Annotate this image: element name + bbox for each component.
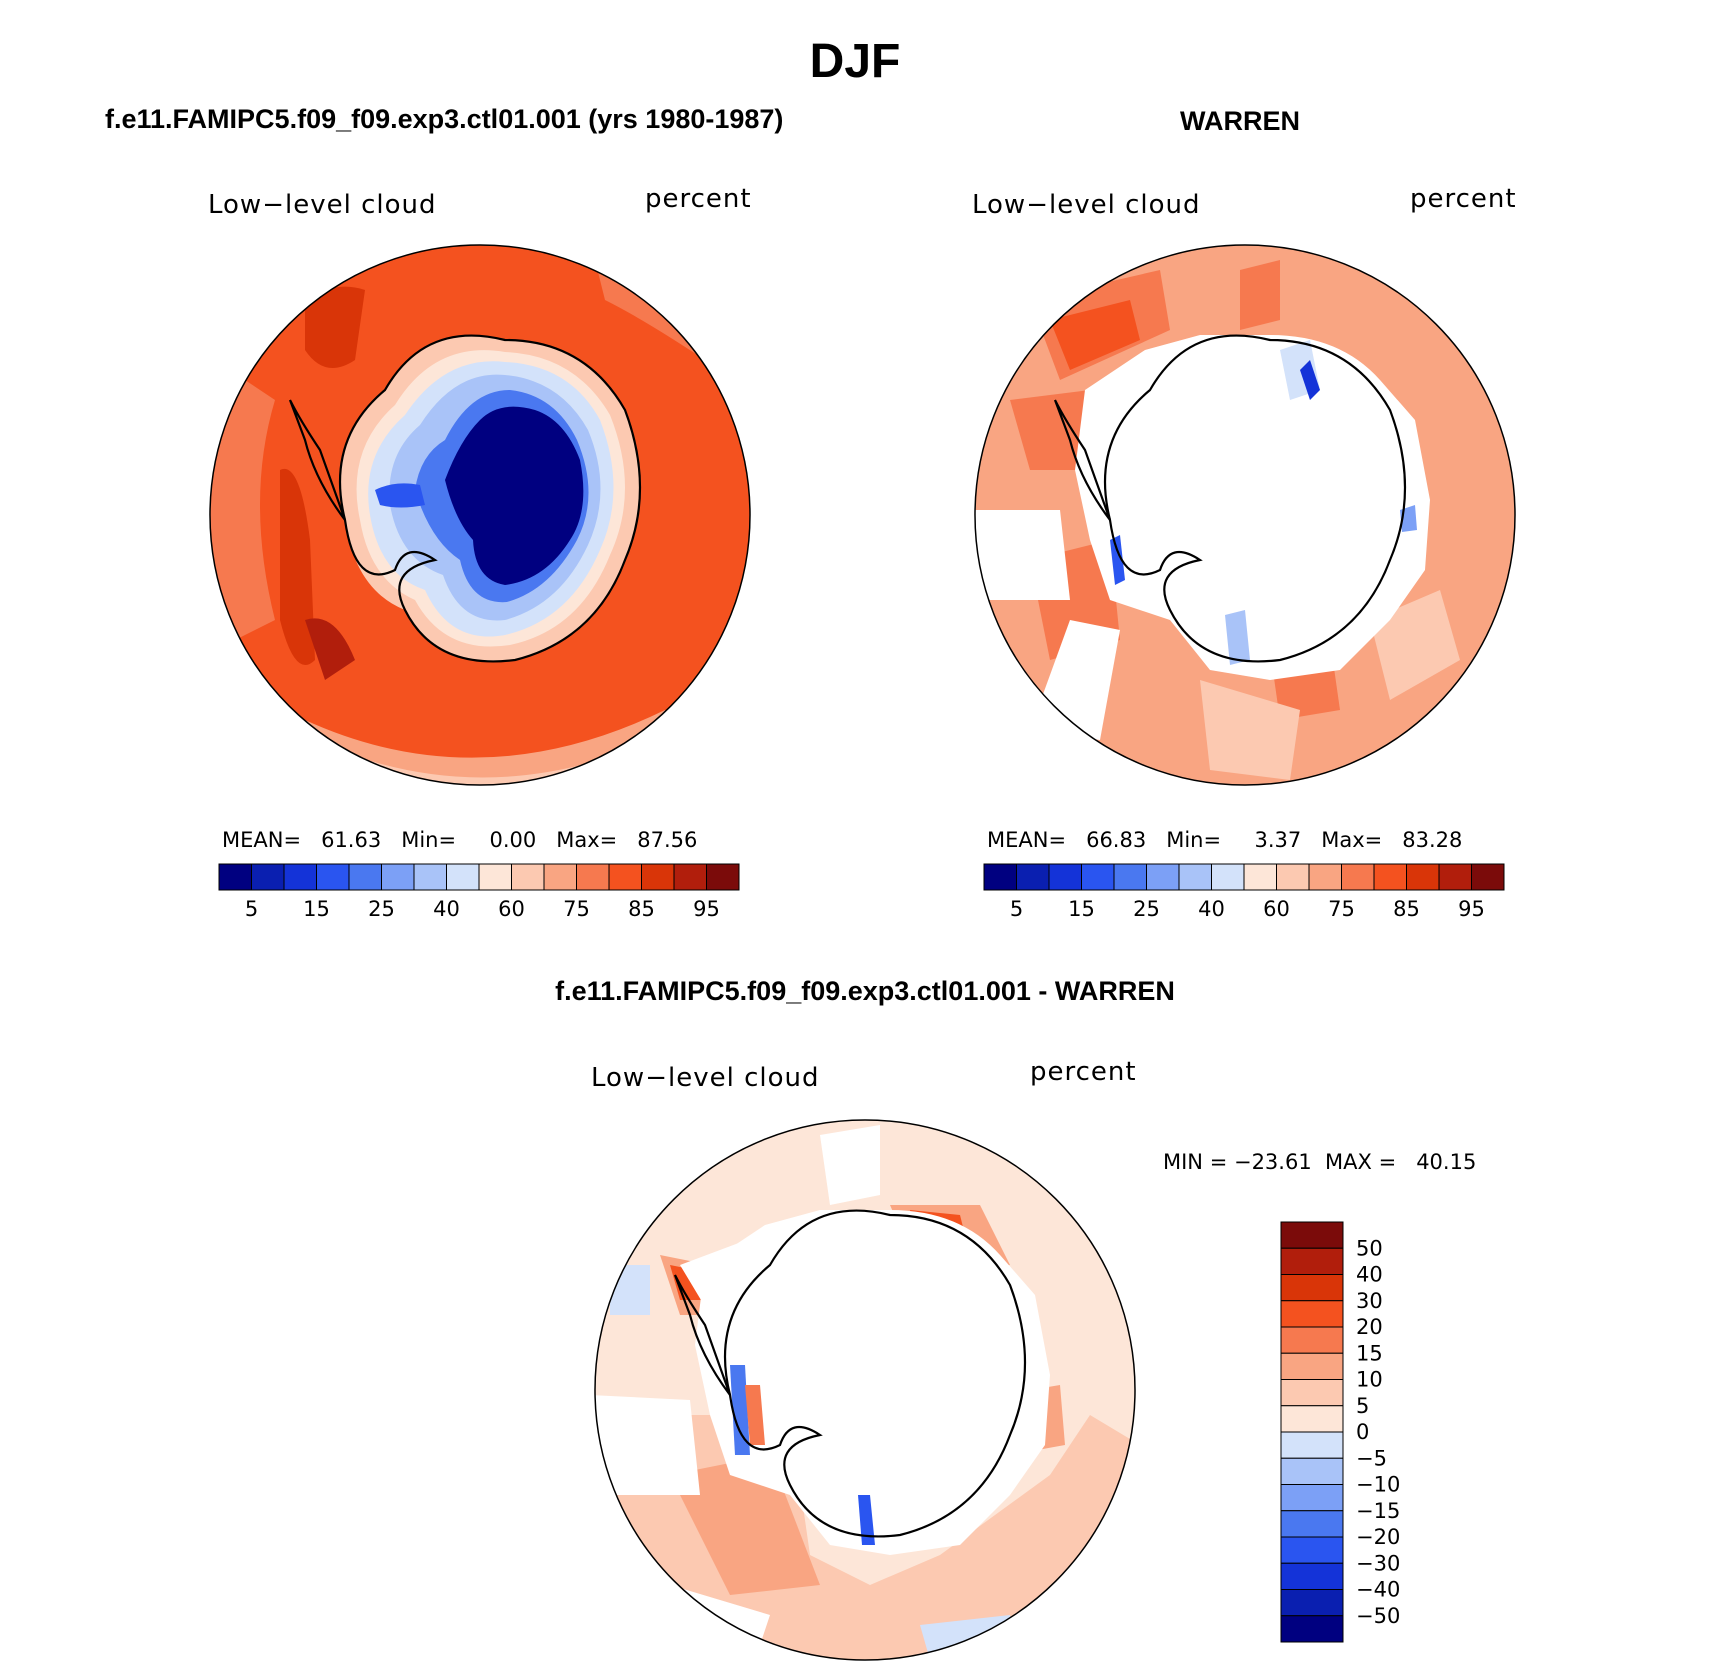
obs-units-label: percent [1410,184,1517,214]
diff-colorbar-tick-label: −15 [1356,1499,1400,1523]
model-colorbar-box [446,863,480,891]
obs-colorbar-box [1016,863,1050,891]
diff-colorbar-box [1280,1300,1344,1328]
obs-colorbar-box [1471,863,1505,891]
diff-colorbar-box [1280,1589,1344,1617]
model-colorbar-box [706,863,740,891]
obs-colorbar-box [1373,863,1407,891]
diff-colorbar-box [1280,1484,1344,1512]
diff-colorbar-box [1280,1457,1344,1485]
model-colorbar-box [511,863,545,891]
model-colorbar-tick-label: 85 [628,897,655,921]
obs-colorbar-tick-label: 95 [1458,897,1485,921]
model-colorbar-tick-label: 60 [498,897,525,921]
model-colorbar-box [478,863,512,891]
diff-colorbar-box [1280,1326,1344,1354]
model-colorbar: 5 15 25 40 60 75 85 95 [218,863,740,921]
model-colorbar-box [413,863,447,891]
diff-variable-label: Low−level cloud [591,1063,820,1093]
obs-colorbar-box [1146,863,1180,891]
model-colorbar-tick-label: 95 [693,897,720,921]
obs-variable-label: Low−level cloud [972,190,1201,220]
model-colorbar-box [673,863,707,891]
obs-colorbar-box [1243,863,1277,891]
model-colorbar-tick-label: 25 [368,897,395,921]
model-colorbar-box [543,863,577,891]
diff-colorbar-box [1280,1405,1344,1433]
obs-polar-map [974,244,1516,786]
diff-colorbar-tick-label: 5 [1356,1394,1369,1418]
model-polar-map [209,244,751,786]
obs-colorbar-box [1113,863,1147,891]
obs-colorbar-tick-label: 75 [1328,897,1355,921]
model-colorbar-box [576,863,610,891]
diff-colorbar-box [1280,1247,1344,1275]
model-colorbar-box [283,863,317,891]
diff-colorbar-tick-label: 0 [1356,1420,1369,1444]
obs-colorbar-box [983,863,1017,891]
diff-colorbar-box [1280,1274,1344,1302]
diff-colorbar-box [1280,1352,1344,1380]
diff-stats: MIN = −23.61 MAX = 40.15 [1163,1150,1477,1174]
model-colorbar-box [316,863,350,891]
figure-title: DJF [809,35,901,88]
obs-colorbar-box [1211,863,1245,891]
model-units-label: percent [645,184,752,214]
obs-colorbar-box [1308,863,1342,891]
model-case-title: f.e11.FAMIPC5.f09_f09.exp3.ctl01.001 (yr… [105,104,784,134]
obs-colorbar-box [1276,863,1310,891]
obs-colorbar-tick-label: 25 [1133,897,1160,921]
diff-colorbar-tick-label: 10 [1356,1368,1383,1392]
obs-case-title: WARREN [1180,106,1300,136]
diff-colorbar-box [1280,1536,1344,1564]
diff-colorbar-tick-label: 40 [1356,1263,1383,1287]
diff-colorbar-tick-label: −50 [1356,1604,1400,1628]
diff-colorbar-tick-label: −10 [1356,1473,1400,1497]
model-colorbar-tick-label: 75 [563,897,590,921]
model-colorbar-tick-label: 40 [433,897,460,921]
model-colorbar-tick-label: 15 [303,897,330,921]
diff-colorbar-tick-label: 30 [1356,1289,1383,1313]
model-colorbar-box [641,863,675,891]
obs-colorbar-tick-label: 40 [1198,897,1225,921]
obs-colorbar-box [1406,863,1440,891]
diff-colorbar-tick-label: −30 [1356,1551,1400,1575]
diff-polar-map [594,1119,1136,1661]
diff-colorbar-tick-label: 50 [1356,1236,1383,1260]
obs-colorbar-tick-label: 85 [1393,897,1420,921]
obs-colorbar-box [1081,863,1115,891]
diff-colorbar-box [1280,1431,1344,1459]
diff-colorbar-tick-label: −5 [1356,1446,1387,1470]
obs-stats: MEAN= 66.83 Min= 3.37 Max= 83.28 [987,828,1463,852]
model-variable-label: Low−level cloud [208,190,437,220]
obs-colorbar-box [1178,863,1212,891]
obs-colorbar-box [1048,863,1082,891]
diff-colorbar-box [1280,1510,1344,1538]
model-colorbar-box [218,863,252,891]
model-colorbar-box [381,863,415,891]
model-colorbar-box [251,863,285,891]
diff-colorbar-box [1280,1615,1344,1643]
diff-colorbar-tick-label: 20 [1356,1315,1383,1339]
model-colorbar-box [348,863,382,891]
diff-case-title: f.e11.FAMIPC5.f09_f09.exp3.ctl01.001 - W… [555,976,1175,1006]
model-stats: MEAN= 61.63 Min= 0.00 Max= 87.56 [222,828,698,852]
diff-units-label: percent [1030,1057,1137,1087]
obs-colorbar-tick-label: 60 [1263,897,1290,921]
diff-colorbar-tick-label: 15 [1356,1341,1383,1365]
obs-colorbar-box [1438,863,1472,891]
obs-colorbar-tick-label: 5 [1010,897,1023,921]
diff-colorbar-box [1280,1562,1344,1590]
diff-colorbar-box [1280,1379,1344,1407]
obs-colorbar-tick-label: 15 [1068,897,1095,921]
obs-colorbar-box [1341,863,1375,891]
model-colorbar-tick-label: 5 [245,897,258,921]
diff-colorbar-tick-label: −40 [1356,1578,1400,1602]
diff-colorbar-tick-label: −20 [1356,1525,1400,1549]
obs-colorbar: 5 15 25 40 60 75 85 95 [983,863,1505,921]
model-colorbar-box [608,863,642,891]
diff-colorbar-box [1280,1221,1344,1249]
